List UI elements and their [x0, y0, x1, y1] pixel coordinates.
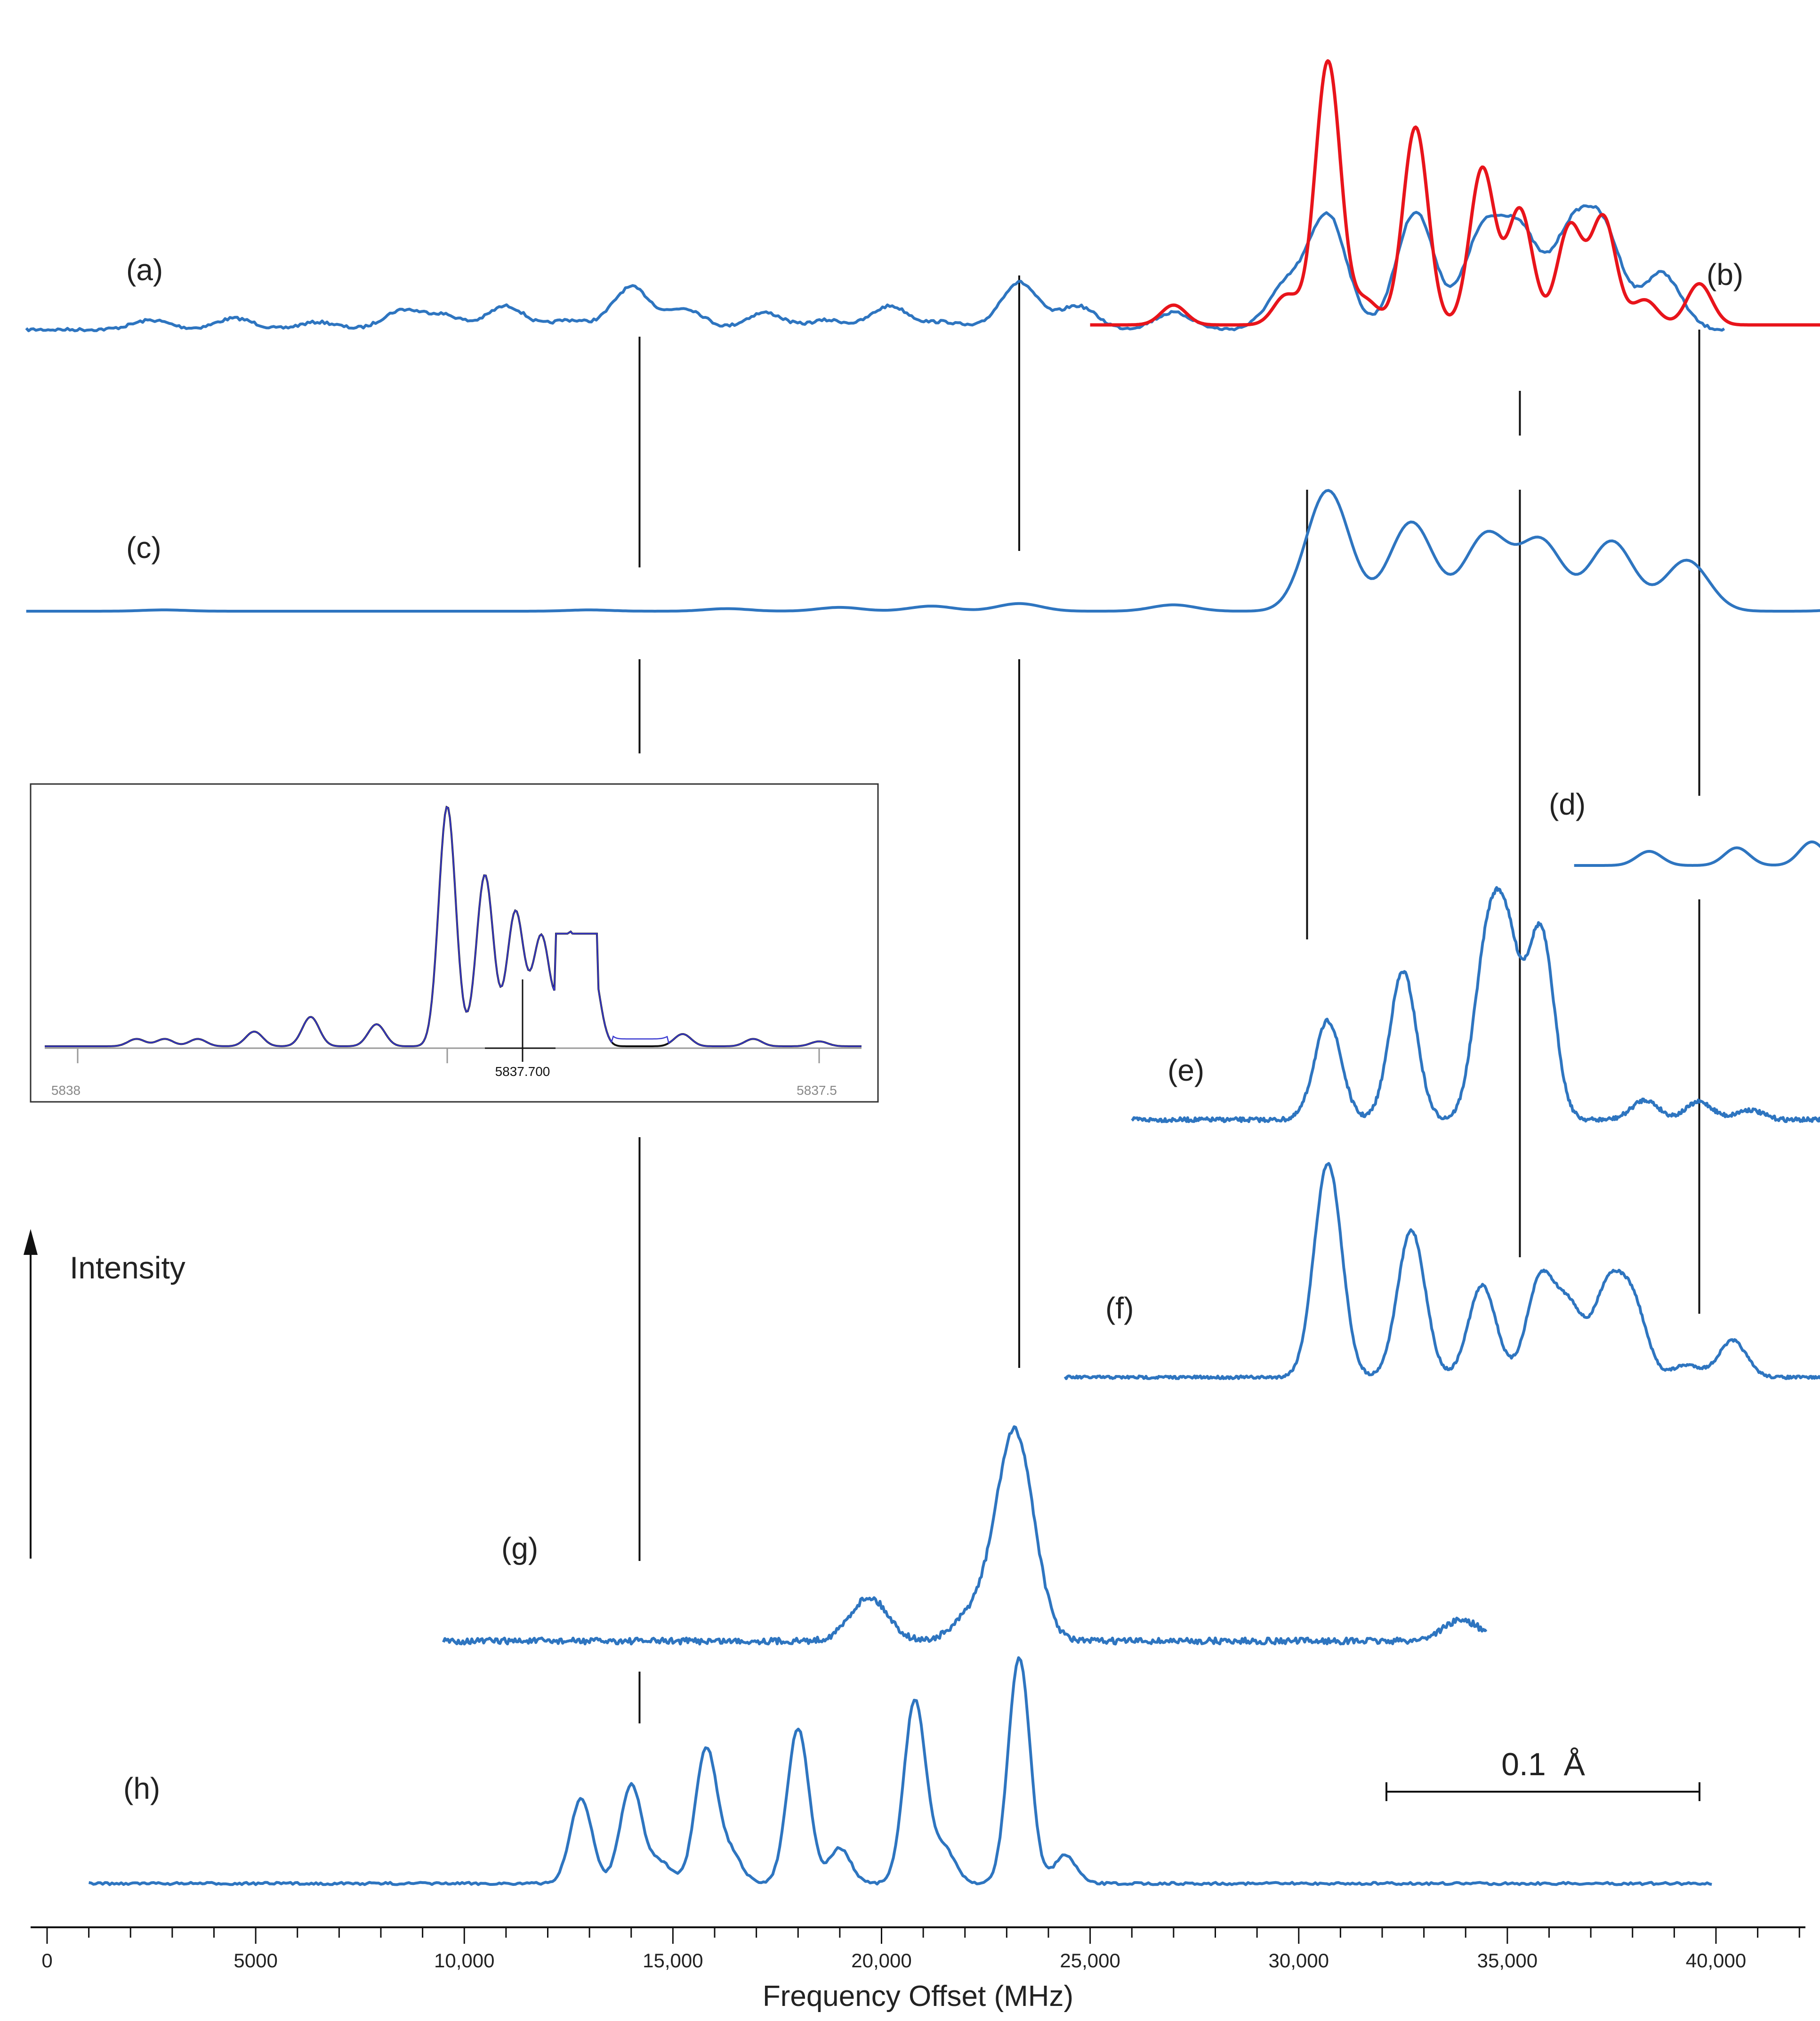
- inset-tick-right: 5837.5: [797, 1083, 837, 1098]
- series-labels: (a) (b) (c) (d) (e) (f) (g) (h): [123, 253, 1743, 1805]
- y-axis-arrow-icon: [24, 1229, 38, 1255]
- inset-panel: 5838 5837.700 5837.5: [30, 783, 879, 1103]
- y-axis: Intensity: [24, 1229, 185, 1559]
- trace-b: [1089, 59, 1820, 327]
- series-label-h: (h): [123, 1771, 160, 1805]
- x-axis-ticks: 0 5000 10,000 15,000 20,000 25,000 30,000 35,00…: [41, 1927, 1800, 1972]
- inset-tick-left: 5838: [51, 1083, 81, 1098]
- series-label-g: (g): [501, 1531, 538, 1565]
- series-label-e: (e): [1168, 1053, 1204, 1087]
- inset-plot: [45, 805, 862, 1063]
- x-tick-label: 35,000: [1477, 1949, 1538, 1972]
- series-label-d: (d): [1549, 787, 1586, 821]
- scale-bar-label: 0.1 Å: [1501, 1746, 1585, 1782]
- series-label-f: (f): [1105, 1291, 1134, 1325]
- inset-trace: [45, 806, 862, 1047]
- y-axis-label: Intensity: [70, 1250, 185, 1285]
- trace-h: [89, 1656, 1712, 1886]
- trace-d: [1573, 841, 1820, 867]
- inset-frame: [30, 783, 879, 1103]
- inset-tick-center: 5837.700: [495, 1064, 550, 1079]
- x-tick-label: 5000: [234, 1949, 277, 1972]
- x-axis: 0 5000 10,000 15,000 20,000 25,000 30,000 35,00…: [31, 1926, 1805, 2013]
- trace-a: [25, 204, 1725, 332]
- x-tick-label: 10,000: [434, 1949, 494, 1972]
- x-tick-label: 30,000: [1269, 1949, 1329, 1972]
- x-tick-label: 15,000: [643, 1949, 703, 1972]
- x-tick-label: 20,000: [851, 1949, 911, 1972]
- x-axis-title: Frequency Offset (MHz): [763, 1980, 1073, 2013]
- series-label-b: (b): [1707, 258, 1743, 291]
- x-tick-label: 0: [41, 1949, 52, 1972]
- series-label-c: (c): [126, 531, 161, 565]
- reference-lines: [638, 275, 1700, 1723]
- spectra-traces: [25, 59, 1820, 1886]
- x-tick-label: 25,000: [1060, 1949, 1120, 1972]
- trace-g: [442, 1425, 1488, 1646]
- series-label-a: (a): [126, 253, 163, 287]
- scale-bar: 0.1 Å: [1385, 1746, 1700, 1801]
- x-tick-label: 40,000: [1686, 1949, 1746, 1972]
- trace-f: [1063, 1162, 1820, 1380]
- trace-c: [26, 489, 1820, 613]
- trace-e: [1131, 886, 1820, 1124]
